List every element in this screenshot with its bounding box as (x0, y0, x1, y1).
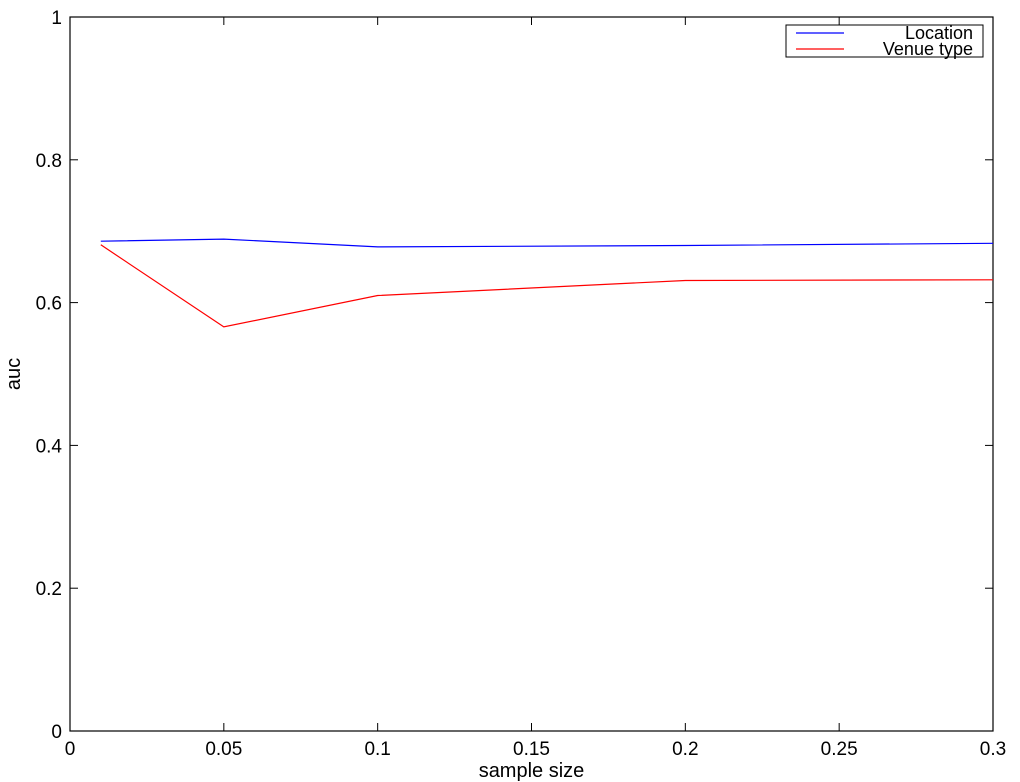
x-tick-label: 0.1 (364, 739, 390, 760)
x-tick-label: 0.05 (205, 739, 242, 760)
series-line-venue-type (100, 244, 994, 328)
y-tick-label: 1 (51, 8, 62, 29)
series-line-location (100, 238, 994, 248)
y-axis-label: auc (3, 358, 25, 390)
x-axis-label: sample size (479, 760, 585, 782)
x-tick-label: 0.3 (980, 739, 1006, 760)
x-tick-label: 0 (65, 739, 76, 760)
y-tick-label: 0 (51, 722, 62, 743)
legend-label: Venue type (883, 39, 973, 59)
y-tick-label: 0.2 (36, 579, 62, 600)
legend-box (785, 24, 984, 58)
y-tick-label: 0.4 (36, 436, 63, 457)
x-tick-label: 0.15 (513, 739, 550, 760)
plot-area (69, 16, 994, 732)
y-tick-label: 0.8 (36, 151, 62, 172)
x-tick-label: 0.25 (821, 739, 858, 760)
y-tick-label: 0.6 (36, 294, 62, 315)
legend-label: Location (905, 23, 973, 43)
x-tick-label: 0.2 (672, 739, 698, 760)
